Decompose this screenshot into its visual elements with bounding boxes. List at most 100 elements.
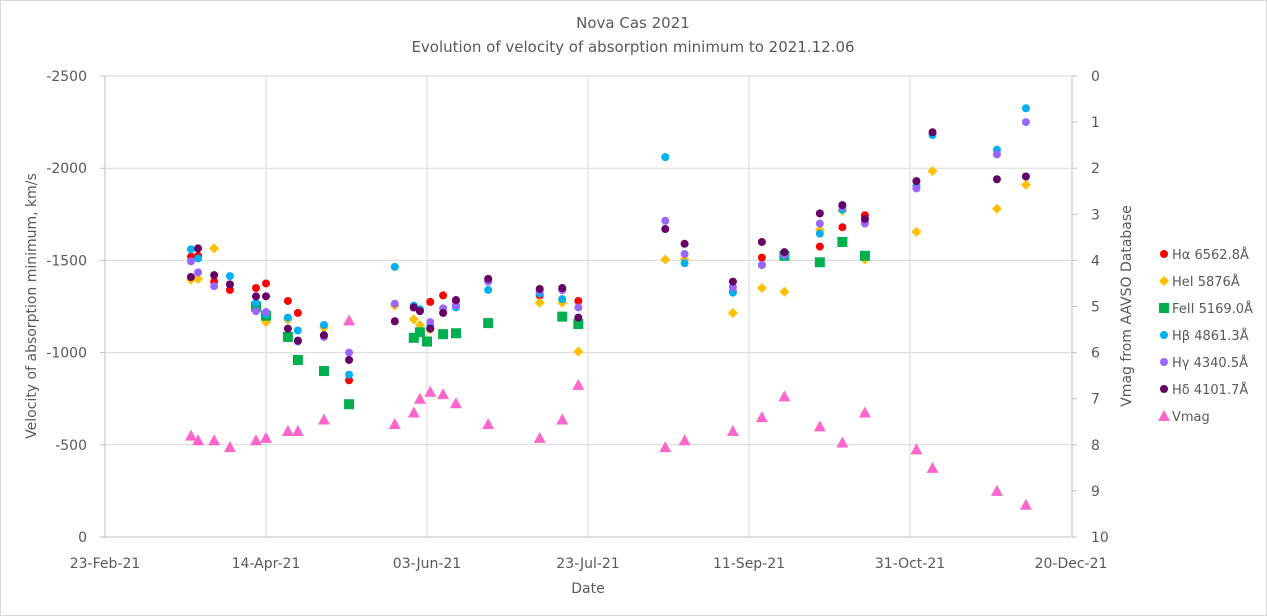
- legend-label: Hδ 4101.7Å: [1172, 382, 1248, 398]
- y2-tick-label: 5: [1091, 300, 1100, 316]
- legend-marker: [1160, 250, 1168, 258]
- data-point: [912, 184, 921, 193]
- legend-marker: [1158, 410, 1170, 421]
- data-point: [225, 272, 234, 281]
- data-point: [573, 346, 584, 357]
- legend-item: Hγ 4340.5Å: [1160, 355, 1248, 371]
- data-point: [535, 284, 544, 293]
- legend-label: Hα 6562.8Å: [1172, 247, 1249, 263]
- data-point: [992, 150, 1001, 159]
- legend-marker: [1159, 303, 1169, 313]
- data-point: [390, 299, 399, 308]
- data-point: [859, 250, 870, 261]
- data-point: [533, 431, 546, 443]
- data-point: [186, 272, 195, 281]
- data-point: [293, 336, 302, 345]
- data-point: [451, 301, 460, 310]
- data-point: [345, 370, 354, 379]
- data-point: [390, 262, 399, 271]
- data-point: [252, 292, 261, 301]
- data-point: [678, 434, 691, 446]
- data-point: [927, 165, 938, 176]
- legend-item: FeII 5169.0Å: [1159, 301, 1253, 317]
- data-point: [252, 298, 261, 307]
- data-point: [728, 277, 737, 286]
- y-tick-label: -1000: [46, 346, 87, 362]
- data-point: [438, 329, 449, 340]
- x-tick-label: 11-Sep-21: [713, 556, 785, 572]
- y2-tick-label: 4: [1091, 253, 1100, 269]
- data-point: [815, 242, 824, 251]
- legend-label: Vmag: [1172, 410, 1210, 425]
- data-point: [186, 245, 195, 254]
- legend-label: Hβ 4861.3Å: [1172, 328, 1249, 344]
- legend-item: Hδ 4101.7Å: [1160, 382, 1248, 398]
- y2-tick-label: 1: [1091, 115, 1100, 131]
- data-point: [574, 313, 583, 322]
- data-point: [757, 237, 766, 246]
- data-point: [1021, 118, 1030, 127]
- data-point: [408, 314, 419, 325]
- data-point: [388, 418, 401, 430]
- data-point: [210, 282, 219, 291]
- legend-marker: [1160, 331, 1168, 339]
- data-point: [556, 413, 569, 425]
- y2-tick-label: 0: [1091, 69, 1100, 85]
- data-point: [449, 397, 462, 409]
- x-tick-label: 23-Feb-21: [70, 556, 141, 572]
- data-point: [262, 292, 270, 301]
- data-point: [926, 461, 939, 473]
- data-point: [482, 418, 495, 430]
- y2-tick-label: 3: [1091, 207, 1100, 223]
- data-point: [661, 225, 670, 234]
- data-point: [837, 236, 848, 247]
- data-point: [484, 285, 493, 294]
- legend-label: HeI 5876Å: [1172, 274, 1240, 290]
- data-point: [680, 249, 689, 258]
- data-point: [778, 390, 791, 402]
- data-point: [991, 203, 1002, 214]
- data-point: [990, 484, 1003, 496]
- data-point: [661, 216, 670, 225]
- y2-tick-label: 8: [1091, 438, 1100, 454]
- x-tick-label: 31-Oct-21: [875, 556, 945, 572]
- data-point: [250, 434, 263, 446]
- data-point: [858, 406, 871, 418]
- data-point: [422, 336, 432, 347]
- data-point: [558, 284, 567, 293]
- data-point: [836, 436, 849, 448]
- data-point: [1019, 498, 1032, 510]
- data-point: [912, 177, 921, 186]
- data-point: [727, 307, 738, 318]
- data-point: [757, 261, 766, 270]
- chart-subtitle: Evolution of velocity of absorption mini…: [411, 38, 854, 56]
- y-tick-label: -2000: [46, 161, 87, 177]
- data-point: [413, 392, 426, 404]
- data-point: [992, 175, 1001, 184]
- series-3: [186, 104, 1030, 379]
- data-point: [293, 326, 302, 335]
- x-tick-label: 14-Apr-21: [232, 556, 301, 572]
- data-point: [414, 327, 425, 338]
- data-point: [659, 441, 672, 453]
- data-point: [1021, 172, 1030, 181]
- data-point: [680, 259, 689, 268]
- data-point: [319, 320, 328, 329]
- series-2: [251, 236, 870, 410]
- data-point: [483, 318, 494, 329]
- y-tick-label: -2500: [46, 69, 87, 85]
- legend-marker: [1160, 358, 1168, 366]
- chart-title: Nova Cas 2021: [576, 14, 690, 32]
- data-point: [815, 229, 824, 238]
- data-point: [345, 348, 354, 357]
- data-point: [838, 223, 847, 232]
- data-point: [281, 424, 294, 436]
- legend-marker: [1159, 276, 1169, 286]
- legend-item: Vmag: [1158, 410, 1210, 425]
- y2-tick-label: 10: [1091, 530, 1109, 546]
- data-point: [252, 307, 261, 316]
- series-6: [184, 314, 1032, 510]
- data-point: [755, 411, 768, 423]
- data-point: [756, 283, 767, 294]
- data-point: [262, 279, 270, 288]
